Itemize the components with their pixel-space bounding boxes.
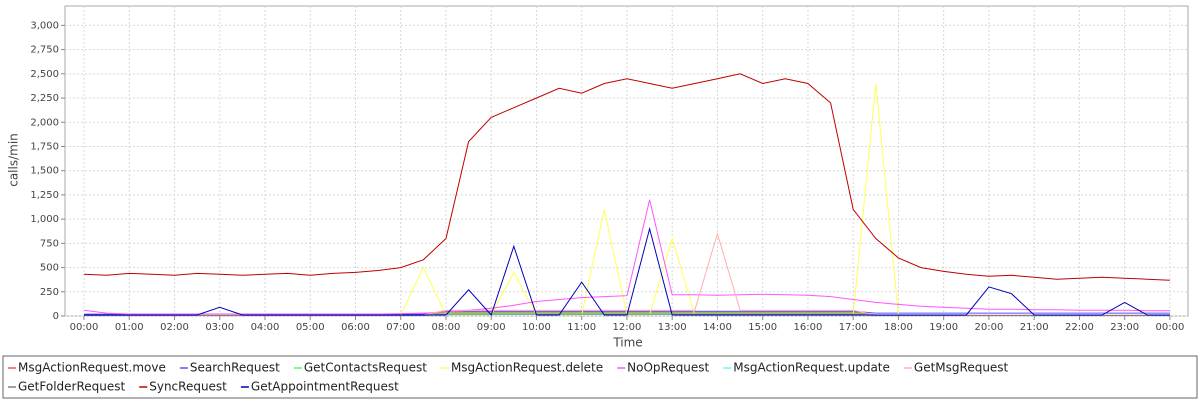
x-tick-label: 17:00 xyxy=(839,322,868,333)
series-line xyxy=(83,73,1170,281)
series-line xyxy=(84,226,1170,316)
legend-item: GetContactsRequest xyxy=(293,361,427,375)
legend-item: SearchRequest xyxy=(179,361,280,375)
y-tick-label: 3,000 xyxy=(30,20,59,31)
x-tick-label: 11:00 xyxy=(567,322,596,333)
x-tick-label: 06:00 xyxy=(341,322,370,333)
legend-label: MsgActionRequest.delete xyxy=(451,361,603,375)
legend-item: GetAppointmentRequest xyxy=(240,380,399,394)
legend-label: SearchRequest xyxy=(190,361,280,375)
x-tick-label: 14:00 xyxy=(703,322,732,333)
y-tick-label: 2,500 xyxy=(30,69,59,80)
legend-label: MsgActionRequest.update xyxy=(733,361,890,375)
x-tick-label: 16:00 xyxy=(794,322,823,333)
legend-item: MsgActionRequest.move xyxy=(8,361,166,375)
legend-label: MsgActionRequest.move xyxy=(18,361,166,375)
legend-label: GetMsgRequest xyxy=(914,361,1009,375)
legend xyxy=(2,355,1198,399)
y-tick-label: 500 xyxy=(40,263,59,274)
y-tick-label: 1,500 xyxy=(30,166,59,177)
legend-label: GetFolderRequest xyxy=(18,380,126,394)
y-tick-label: 2,750 xyxy=(30,45,59,56)
x-tick-label: 18:00 xyxy=(884,322,913,333)
x-tick-label: 07:00 xyxy=(386,322,415,333)
plot-area xyxy=(64,5,1189,317)
y-tick-label: 1,000 xyxy=(30,214,59,225)
x-tick-label: 19:00 xyxy=(929,322,958,333)
legend-item: GetMsgRequest xyxy=(903,361,1009,375)
legend-label: GetAppointmentRequest xyxy=(251,380,399,394)
x-tick-label: 22:00 xyxy=(1065,322,1094,333)
x-tick-label: 05:00 xyxy=(296,322,325,333)
x-tick-label: 10:00 xyxy=(522,322,551,333)
x-tick-label: 23:00 xyxy=(1110,322,1139,333)
x-tick-label: 15:00 xyxy=(748,322,777,333)
x-axis-title: Time xyxy=(612,336,642,350)
y-tick-label: 750 xyxy=(40,238,59,249)
y-axis-title: calls/min xyxy=(7,133,21,187)
x-tick-label: 21:00 xyxy=(1020,322,1049,333)
legend-item: SyncRequest xyxy=(139,380,227,394)
y-tick-label: 2,250 xyxy=(30,93,59,104)
x-tick-label: 01:00 xyxy=(115,322,144,333)
legend-label: NoOpRequest xyxy=(627,361,709,375)
legend-item: NoOpRequest xyxy=(617,361,710,375)
x-tick-label: 03:00 xyxy=(205,322,234,333)
y-tick-label: 2,000 xyxy=(30,117,59,128)
y-tick-label: 250 xyxy=(40,287,59,298)
x-tick-label: 12:00 xyxy=(613,322,642,333)
x-tick-label: 04:00 xyxy=(251,322,280,333)
x-tick-label: 02:00 xyxy=(160,322,189,333)
x-tick-label: 00:00 xyxy=(70,322,99,333)
x-tick-label: 13:00 xyxy=(658,322,687,333)
x-tick-label: 00:00 xyxy=(1155,322,1184,333)
y-tick-label: 0 xyxy=(53,311,59,322)
y-tick-label: 1,750 xyxy=(30,141,59,152)
legend-item: GetFolderRequest xyxy=(8,380,126,394)
legend-label: SyncRequest xyxy=(149,380,227,394)
legend-item: MsgActionRequest.update xyxy=(723,361,890,375)
x-tick-label: 08:00 xyxy=(432,322,461,333)
y-tick-label: 1,250 xyxy=(30,190,59,201)
legend-item: MsgActionRequest.delete xyxy=(440,361,603,375)
x-tick-label: 09:00 xyxy=(477,322,506,333)
x-tick-label: 20:00 xyxy=(975,322,1004,333)
legend-label: GetContactsRequest xyxy=(304,361,427,375)
series-line xyxy=(83,199,1170,315)
